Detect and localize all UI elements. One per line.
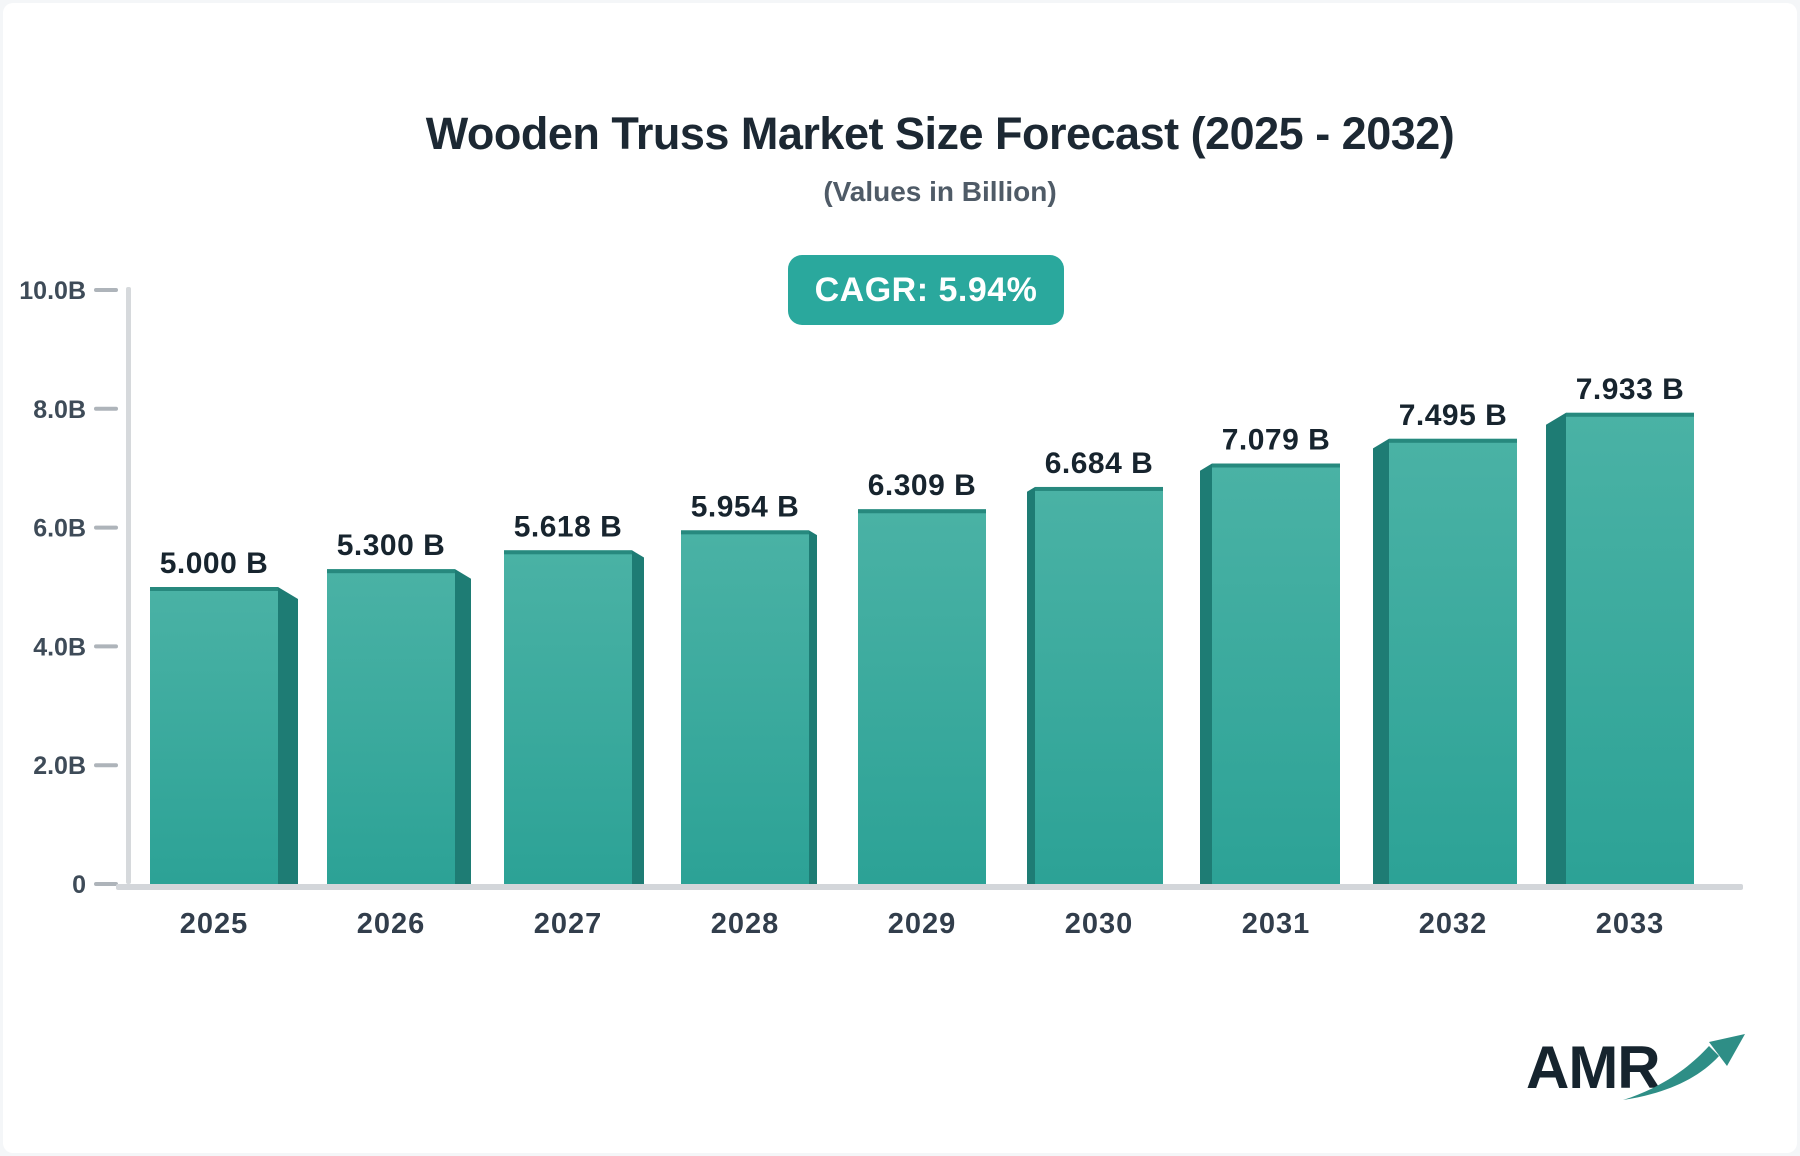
chart-subtitle: (Values in Billion)	[823, 176, 1057, 207]
bar-2028	[681, 530, 817, 888]
x-tick-label: 2028	[711, 908, 780, 940]
x-axis-line	[116, 884, 1743, 890]
x-tick-label: 2033	[1596, 908, 1665, 940]
x-tick-label: 2032	[1419, 908, 1488, 940]
bar-side-face	[455, 569, 471, 888]
bar-front-face	[1566, 412, 1694, 884]
y-tick-mark	[94, 644, 118, 649]
bar-top-edge	[1389, 438, 1517, 443]
cagr-badge-label: CAGR: 5.94%	[814, 270, 1038, 309]
bar-top-edge	[1212, 463, 1340, 468]
bar-2029	[858, 509, 986, 884]
bar-value-label: 7.933 B	[1576, 373, 1685, 406]
y-tick-label: 2.0B	[33, 752, 86, 780]
bar-front-face	[150, 587, 278, 884]
bar-top-edge	[327, 569, 455, 574]
bar-front-face	[858, 509, 986, 884]
y-tick-label: 10.0B	[19, 277, 86, 305]
x-tick-label: 2029	[888, 908, 957, 940]
y-axis: 0 2.0B 4.0B 6.0B 8.0B 10.0B	[19, 277, 118, 899]
x-tick-label: 2027	[534, 908, 603, 940]
bar-2033	[1546, 412, 1694, 888]
bar-side-face	[278, 587, 298, 888]
y-tick-label: 6.0B	[33, 515, 86, 543]
bar-side-face	[1546, 412, 1566, 888]
y-tick-mark	[94, 882, 118, 886]
amr-logo: AMR	[1526, 1032, 1745, 1122]
bar-front-face	[681, 530, 809, 884]
bar-2031	[1200, 463, 1340, 888]
bar-2032	[1373, 438, 1517, 888]
y-tick-mark	[94, 406, 118, 411]
bar-top-edge	[150, 587, 278, 591]
bar-side-face	[809, 530, 817, 888]
bars	[150, 412, 1694, 888]
bar-front-face	[327, 569, 455, 884]
y-tick-mark	[94, 525, 118, 530]
y-tick-mark	[94, 763, 118, 768]
bar-top-edge	[1566, 412, 1694, 417]
bar-value-label: 6.309 B	[868, 469, 977, 502]
y-tick-label: 4.0B	[33, 633, 86, 661]
y-tick-label: 8.0B	[33, 396, 86, 424]
bar-top-edge	[858, 509, 986, 514]
amr-logo-text: AMR	[1526, 1034, 1661, 1101]
x-tick-label: 2031	[1242, 908, 1311, 940]
y-axis-line	[126, 287, 131, 884]
x-tick-label: 2025	[180, 908, 249, 940]
bar-side-face	[1027, 486, 1035, 888]
bar-2026	[327, 569, 471, 888]
bar-front-face	[1212, 463, 1340, 884]
bar-side-face	[1200, 463, 1212, 888]
bar-value-label: 5.954 B	[691, 490, 800, 523]
bar-labels: 5.000 B 2025 5.300 B 2026 5.618 B 2027 5.954 B…	[160, 373, 1685, 940]
bar-value-label: 6.684 B	[1045, 447, 1154, 480]
bar-value-label: 5.618 B	[514, 510, 623, 543]
y-tick-label: 0	[72, 871, 86, 899]
bar-front-face	[504, 550, 632, 884]
bar-2025	[150, 587, 298, 888]
cagr-badge: CAGR: 5.94%	[788, 255, 1064, 325]
bar-front-face	[1035, 486, 1163, 884]
amr-logo-arrow-icon	[1623, 1034, 1745, 1100]
y-tick-mark	[94, 288, 118, 292]
bar-front-face	[1389, 438, 1517, 884]
x-tick-label: 2030	[1065, 908, 1134, 940]
bar-value-label: 7.079 B	[1222, 424, 1331, 457]
bar-value-label: 5.000 B	[160, 547, 269, 580]
bar-2030	[1027, 486, 1163, 888]
bar-side-face	[1373, 438, 1389, 888]
bar-top-edge	[504, 550, 632, 555]
bar-side-face	[632, 550, 644, 888]
chart-title: Wooden Truss Market Size Forecast (2025 …	[425, 108, 1455, 159]
bar-top-edge	[1035, 486, 1163, 491]
bar-value-label: 7.495 B	[1399, 399, 1508, 432]
bar-2027	[504, 550, 644, 888]
x-tick-label: 2026	[357, 908, 426, 940]
bar-value-label: 5.300 B	[337, 529, 446, 562]
bar-top-edge	[681, 530, 809, 535]
